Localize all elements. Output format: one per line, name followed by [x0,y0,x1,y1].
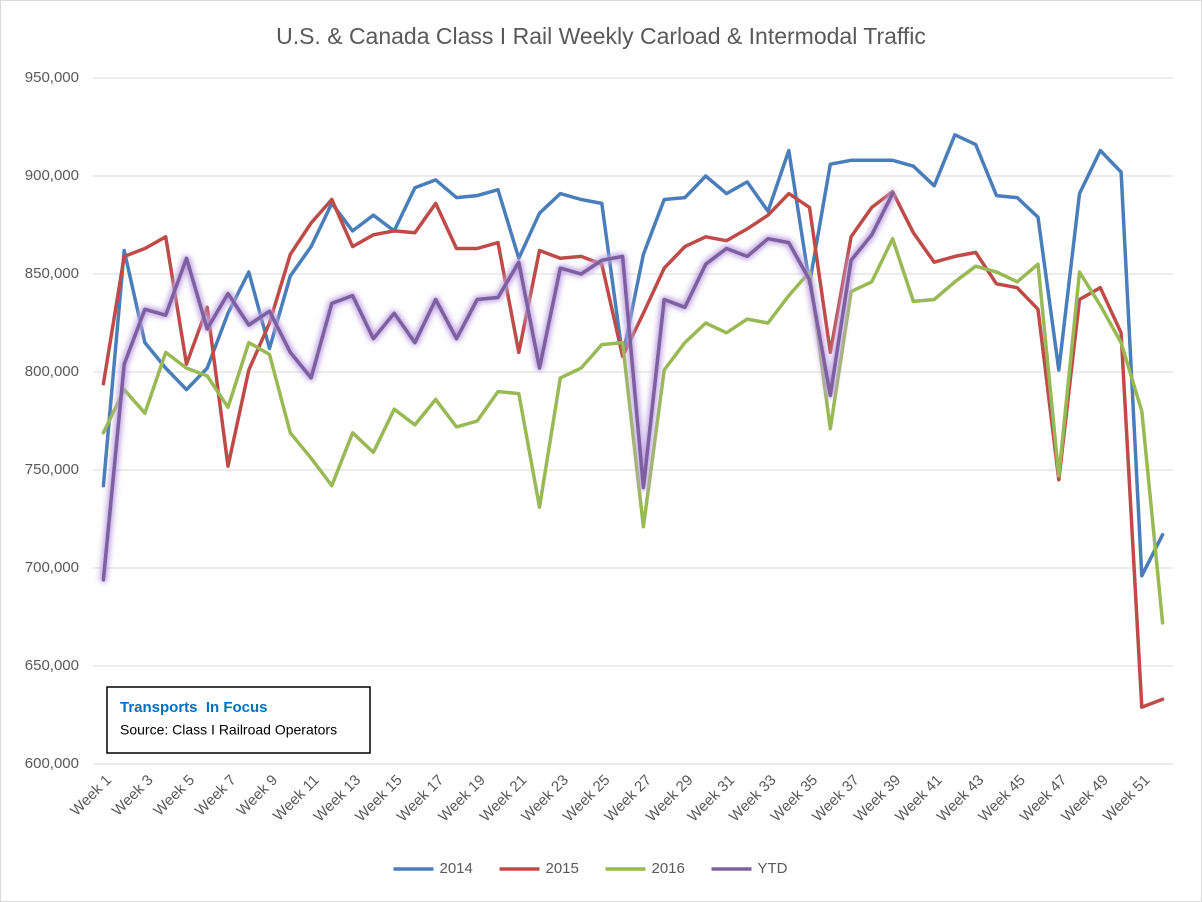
chart-title: U.S. & Canada Class I Rail Weekly Carloa… [276,23,926,49]
annotation-text: Source: Class I Railroad Operators [120,722,337,738]
series-line [101,133,1165,578]
legend-label: 2016 [652,860,685,877]
legend-label: 2015 [546,860,579,877]
y-tick-label: 900,000 [25,167,79,184]
annotation-title: Transports In Focus [120,699,268,716]
y-tick-label: 950,000 [25,69,79,86]
y-tick-label: 600,000 [25,755,79,772]
y-tick-label: 650,000 [25,657,79,674]
series-line [101,191,895,582]
annotation-box [106,686,371,754]
series-line [101,236,1165,625]
y-tick-label: 700,000 [25,559,79,576]
legend-label: YTD [758,860,788,877]
y-tick-label: 850,000 [25,265,79,282]
y-tick-label: 800,000 [25,363,79,380]
y-tick-label: 750,000 [25,461,79,478]
legend-label: 2014 [440,860,473,877]
